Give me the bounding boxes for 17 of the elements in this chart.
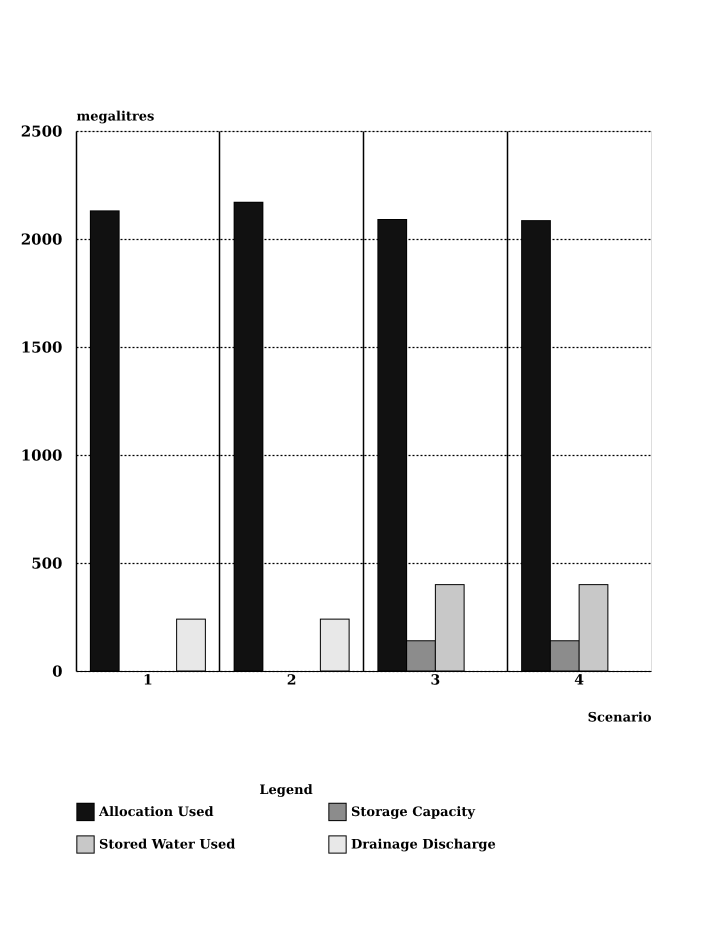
y-tick-label: 0 <box>52 662 62 680</box>
legend-label: Stored Water Used <box>99 838 236 852</box>
y-tick-label: 2500 <box>20 122 62 140</box>
y-tick-label: 1500 <box>20 338 62 356</box>
y-tick-label: 500 <box>31 554 62 572</box>
x-tick-label: 3 <box>430 672 440 688</box>
y-axis-title: megalitres <box>76 110 154 124</box>
legend-label: Storage Capacity <box>351 804 476 820</box>
x-tick-label: 2 <box>286 672 296 688</box>
x-tick-label: 4 <box>574 672 584 688</box>
legend-label: Allocation Used <box>98 804 214 820</box>
y-tick-label: 2000 <box>20 230 62 248</box>
legend-label: Drainage Discharge <box>351 838 496 852</box>
y-tick-label: 1000 <box>20 446 62 464</box>
x-tick-label: 1 <box>143 672 153 688</box>
legend-title: Legend <box>259 783 313 798</box>
x-axis-title: Scenario <box>588 710 652 726</box>
